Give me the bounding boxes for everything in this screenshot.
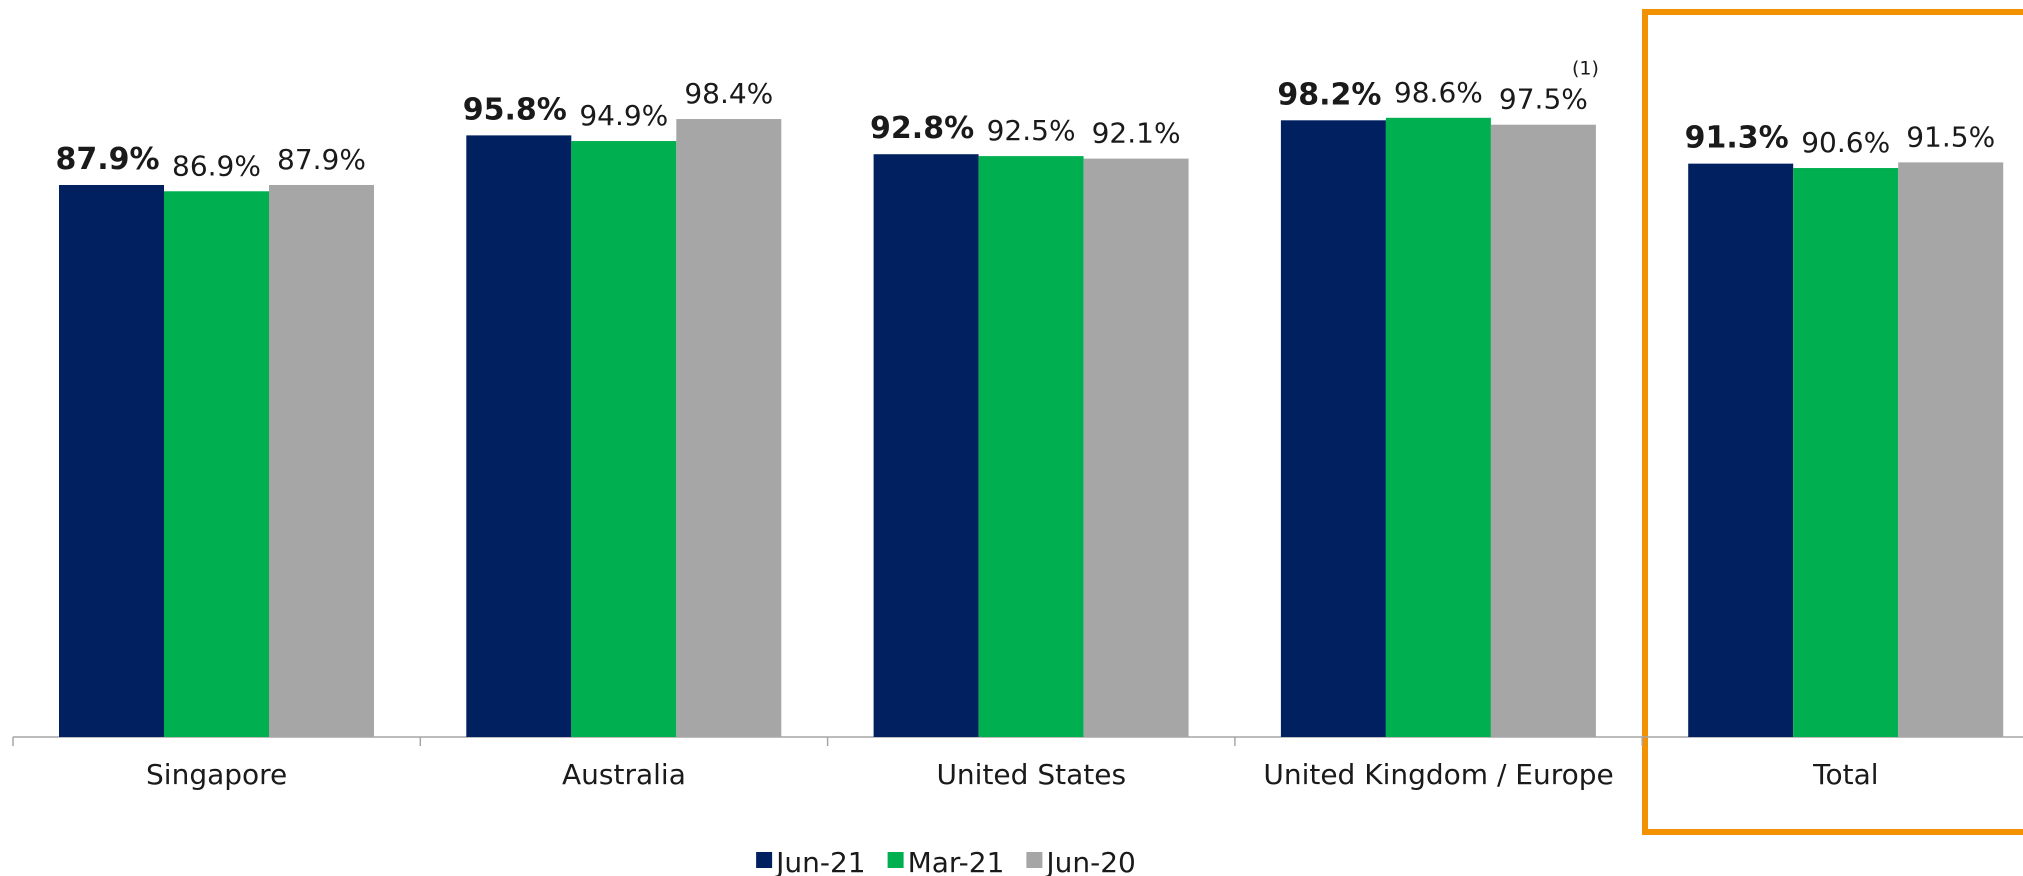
- x-tick-label: United Kingdom / Europe: [1263, 758, 1613, 791]
- bar: [164, 191, 269, 737]
- legend-label: Mar-21: [908, 846, 1005, 876]
- x-tick-label: Total: [1812, 758, 1878, 791]
- data-label: 91.3%: [1685, 121, 1789, 156]
- x-tick-label: United States: [936, 758, 1126, 791]
- data-label: 98.2%: [1277, 77, 1381, 112]
- data-label: 90.6%: [1801, 126, 1890, 159]
- legend-swatch: [887, 852, 904, 868]
- annotation: (1): [1572, 58, 1599, 80]
- bar: [1280, 120, 1386, 737]
- highlight-box: [1642, 9, 2023, 835]
- data-label: 92.8%: [870, 111, 974, 146]
- data-label: 97.5%: [1499, 83, 1588, 116]
- bar: [873, 154, 979, 737]
- bar: [59, 184, 164, 737]
- legend-label: Jun-21: [774, 846, 865, 876]
- bar: [1385, 117, 1491, 738]
- bar: [1793, 168, 1899, 738]
- bar: [978, 156, 1084, 738]
- x-tick-label: Singapore: [146, 758, 287, 791]
- data-label: 94.9%: [579, 99, 668, 132]
- bar: [1083, 158, 1189, 737]
- data-label: 95.8%: [463, 92, 567, 127]
- bar: [1898, 162, 2004, 737]
- bar: [1688, 163, 1794, 738]
- data-label: 98.4%: [684, 77, 773, 110]
- data-label: 91.5%: [1906, 120, 1995, 153]
- x-tick-label: Australia: [562, 758, 686, 791]
- data-label: 87.9%: [277, 143, 366, 176]
- bar: [466, 135, 572, 738]
- bar: [269, 184, 374, 737]
- data-label: 92.5%: [987, 114, 1076, 147]
- data-label: 87.9%: [55, 142, 159, 177]
- data-label: 86.9%: [172, 149, 261, 182]
- data-label: 92.1%: [1092, 117, 1181, 150]
- data-label: 98.6%: [1394, 76, 1483, 109]
- legend-swatch: [756, 852, 773, 868]
- bar: [1490, 124, 1596, 737]
- bar: [676, 119, 782, 738]
- bar: [571, 141, 677, 737]
- legend-swatch: [1026, 852, 1043, 868]
- legend-label: Jun-20: [1044, 846, 1135, 876]
